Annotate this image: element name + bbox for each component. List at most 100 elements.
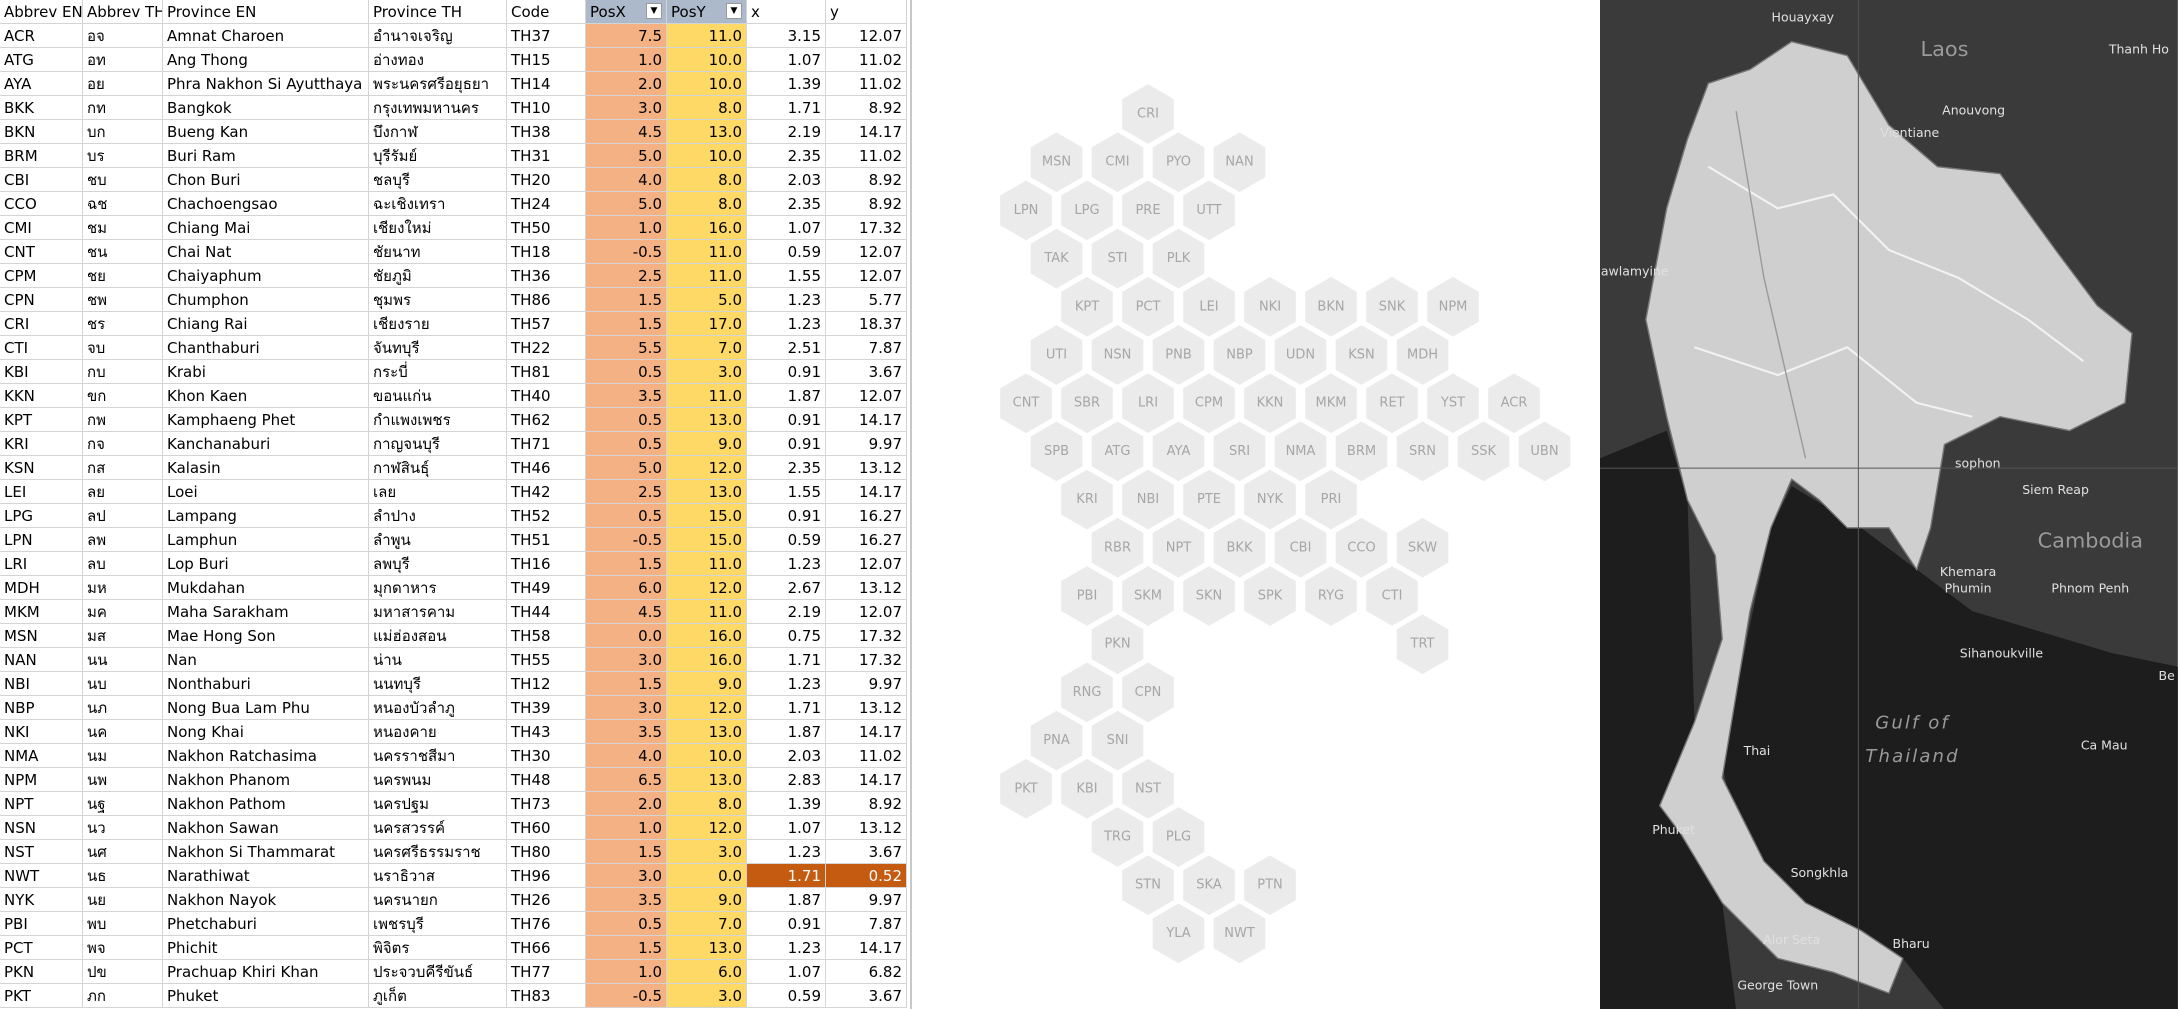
hex: [1425, 274, 1481, 339]
hex-label: CMI: [1105, 155, 1129, 170]
cell: 7.0: [667, 912, 747, 936]
map-label: George Town: [1737, 978, 1818, 993]
hex-label: SPK: [1258, 589, 1283, 604]
column-header: Province TH: [369, 0, 507, 24]
cell: Maha Sarakham: [163, 600, 369, 624]
hex-label: PNB: [1165, 348, 1191, 363]
cell: Chachoengsao: [163, 192, 369, 216]
hex-label: UDN: [1286, 348, 1315, 363]
cell: 0.5: [586, 408, 667, 432]
cell: แม่ฮ่องสอน: [369, 624, 507, 648]
cell: นน: [83, 648, 163, 672]
hex: [1150, 515, 1207, 580]
cell: Chanthaburi: [163, 336, 369, 360]
hex: [1089, 804, 1146, 870]
cell: TH10: [507, 96, 586, 120]
cell: NST: [0, 840, 83, 864]
hex: [1303, 371, 1359, 436]
cell: 1.71: [747, 96, 826, 120]
cell: -0.5: [586, 984, 667, 1008]
map-label: Houayxay: [1772, 10, 1835, 25]
cell: 9.0: [667, 888, 747, 912]
cell: นค: [83, 720, 163, 744]
cell: 2.51: [747, 336, 826, 360]
cell: 0.59: [747, 528, 826, 552]
hex-label: SRN: [1409, 444, 1436, 459]
cell: AYA: [0, 72, 83, 96]
map-label: Cambodia: [2038, 529, 2143, 553]
cell: ลบ: [83, 552, 163, 576]
cell: 2.0: [586, 72, 667, 96]
cell: 11.0: [667, 24, 747, 48]
cell: น่าน: [369, 648, 507, 672]
cell: บร: [83, 144, 163, 168]
hex-label: NSN: [1104, 348, 1132, 363]
cell: MSN: [0, 624, 83, 648]
cell: 3.5: [586, 888, 667, 912]
filter-button[interactable]: ▼: [646, 3, 662, 19]
hex: [998, 756, 1054, 821]
hex-label: CTI: [1382, 589, 1403, 604]
cell: TH62: [507, 408, 586, 432]
cell: จบ: [83, 336, 163, 360]
cell: 2.35: [747, 192, 826, 216]
cell: ปข: [83, 960, 163, 984]
cell: 13.0: [667, 480, 747, 504]
cell: Chiang Rai: [163, 312, 369, 336]
cell: 14.17: [826, 480, 907, 504]
cell: 6.0: [586, 576, 667, 600]
hex: [1059, 756, 1115, 821]
cell: Nan: [163, 648, 369, 672]
cell: กท: [83, 96, 163, 120]
cell: 1.5: [586, 936, 667, 960]
column-header: x: [747, 0, 826, 24]
cell: กาฬสินธุ์: [369, 456, 507, 480]
cell: 1.5: [586, 840, 667, 864]
cell: 11.0: [667, 600, 747, 624]
cell: 0.52: [826, 864, 907, 888]
cell: 1.5: [586, 672, 667, 696]
cell: TH71: [507, 432, 586, 456]
hex: [1120, 660, 1176, 725]
cell: 1.39: [747, 72, 826, 96]
cell: 13.12: [826, 456, 907, 480]
cell: 15.0: [667, 504, 747, 528]
hex: [1181, 563, 1237, 629]
cell: 2.19: [747, 120, 826, 144]
cell: 0.0: [667, 864, 747, 888]
cell: นศ: [83, 840, 163, 864]
hex-label: YST: [1440, 396, 1465, 411]
cell: Nong Bua Lam Phu: [163, 696, 369, 720]
hex-label: MSN: [1042, 155, 1071, 170]
cell: 11.0: [667, 384, 747, 408]
cell: ชน: [83, 240, 163, 264]
cell: ชพ: [83, 288, 163, 312]
hex: [998, 371, 1054, 436]
cell: 12.07: [826, 264, 907, 288]
cell: TH14: [507, 72, 586, 96]
hex-label: NBP: [1226, 348, 1253, 363]
cell: ชย: [83, 264, 163, 288]
cell: 8.92: [826, 96, 907, 120]
cell: 5.77: [826, 288, 907, 312]
cell: 0.5: [586, 912, 667, 936]
cell: NWT: [0, 864, 83, 888]
cell: 2.35: [747, 456, 826, 480]
hex-label: CNT: [1013, 396, 1040, 411]
column-header: Province EN: [163, 0, 369, 24]
cell: 14.17: [826, 408, 907, 432]
hex: [1364, 563, 1420, 629]
filter-button[interactable]: ▼: [726, 3, 742, 19]
hex-label: SKN: [1196, 589, 1223, 604]
cell: TH96: [507, 864, 586, 888]
cell: ประจวบคีรีขันธ์: [369, 960, 507, 984]
cell: Nakhon Ratchasima: [163, 744, 369, 768]
cell: 1.0: [586, 48, 667, 72]
hex-label: KPT: [1075, 299, 1099, 314]
cell: 16.0: [667, 648, 747, 672]
cell: 7.87: [826, 336, 907, 360]
cell: 4.5: [586, 120, 667, 144]
cell: CCO: [0, 192, 83, 216]
cell: 12.0: [667, 576, 747, 600]
